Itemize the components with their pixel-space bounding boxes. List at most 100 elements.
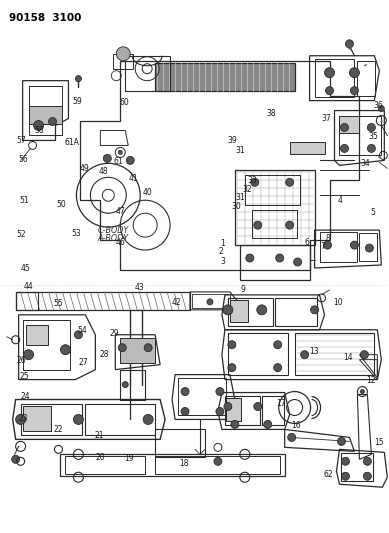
Bar xyxy=(16,292,38,310)
Bar xyxy=(225,395,260,425)
Circle shape xyxy=(363,457,371,465)
Text: 8: 8 xyxy=(326,234,331,243)
Text: 61: 61 xyxy=(113,157,123,166)
Circle shape xyxy=(286,221,294,229)
Circle shape xyxy=(367,124,375,132)
Text: 25: 25 xyxy=(19,373,29,382)
Circle shape xyxy=(231,421,239,429)
Text: 16: 16 xyxy=(291,421,301,430)
Circle shape xyxy=(324,241,331,249)
Circle shape xyxy=(276,254,284,262)
Text: 45: 45 xyxy=(21,264,31,272)
Circle shape xyxy=(345,40,354,48)
Circle shape xyxy=(228,341,236,349)
Text: 56: 56 xyxy=(18,155,28,164)
Bar xyxy=(359,233,377,261)
Bar xyxy=(113,54,133,69)
Circle shape xyxy=(224,402,232,410)
Bar xyxy=(342,454,373,481)
Bar xyxy=(21,403,82,435)
Text: 6: 6 xyxy=(305,238,309,247)
Text: 44: 44 xyxy=(24,282,34,291)
Text: 12: 12 xyxy=(366,376,376,385)
Text: 50: 50 xyxy=(56,200,66,209)
Circle shape xyxy=(360,390,364,393)
Circle shape xyxy=(207,299,213,305)
Bar xyxy=(23,320,70,369)
Bar xyxy=(192,294,230,308)
Text: 47: 47 xyxy=(115,207,125,216)
Circle shape xyxy=(126,156,134,164)
Circle shape xyxy=(294,258,301,266)
Bar xyxy=(16,292,190,310)
Bar xyxy=(26,325,47,345)
Circle shape xyxy=(365,244,373,252)
Text: 53: 53 xyxy=(72,229,81,238)
Text: 18: 18 xyxy=(179,458,188,467)
Circle shape xyxy=(342,457,349,465)
Bar xyxy=(226,398,241,422)
Circle shape xyxy=(143,415,153,424)
Text: 20: 20 xyxy=(96,453,105,462)
Circle shape xyxy=(214,457,222,465)
Circle shape xyxy=(75,76,81,82)
Circle shape xyxy=(74,415,83,424)
Text: 55: 55 xyxy=(53,299,63,308)
Circle shape xyxy=(60,345,70,354)
Bar xyxy=(315,59,354,96)
Bar xyxy=(155,430,205,457)
Text: 27: 27 xyxy=(79,358,88,367)
Text: 58: 58 xyxy=(34,126,44,135)
Bar xyxy=(125,56,170,91)
Circle shape xyxy=(326,87,333,95)
Text: 32: 32 xyxy=(243,185,252,194)
Text: 1: 1 xyxy=(220,239,225,248)
Text: 14: 14 xyxy=(343,353,352,362)
Circle shape xyxy=(349,68,359,78)
Text: 49: 49 xyxy=(79,164,89,173)
Text: 31: 31 xyxy=(235,146,245,155)
Text: 17: 17 xyxy=(276,399,286,408)
Circle shape xyxy=(118,150,122,155)
Text: 7: 7 xyxy=(320,242,325,251)
Circle shape xyxy=(74,331,82,339)
Circle shape xyxy=(286,179,294,187)
Text: 5: 5 xyxy=(370,208,375,217)
Circle shape xyxy=(181,387,189,395)
Text: 19: 19 xyxy=(124,454,133,463)
Circle shape xyxy=(116,47,130,61)
Circle shape xyxy=(274,341,282,349)
Text: 41: 41 xyxy=(129,174,138,183)
Text: 48: 48 xyxy=(98,167,108,176)
Circle shape xyxy=(274,364,282,372)
Text: A-BODY: A-BODY xyxy=(98,235,129,244)
Circle shape xyxy=(144,344,152,352)
Text: 54: 54 xyxy=(77,326,87,335)
Text: 36: 36 xyxy=(374,101,384,110)
Circle shape xyxy=(24,350,33,360)
Circle shape xyxy=(264,421,272,429)
Bar xyxy=(294,333,374,375)
Text: 57: 57 xyxy=(16,136,26,145)
Bar xyxy=(357,61,375,95)
Text: 28: 28 xyxy=(100,350,109,359)
Text: 59: 59 xyxy=(73,97,82,106)
Text: 61A: 61A xyxy=(65,138,80,147)
Circle shape xyxy=(360,351,368,359)
Circle shape xyxy=(324,68,335,78)
Bar xyxy=(120,338,155,362)
Bar xyxy=(235,171,315,245)
Bar xyxy=(65,456,145,474)
Circle shape xyxy=(350,241,358,249)
Text: 3: 3 xyxy=(221,257,226,265)
Text: 4: 4 xyxy=(337,196,342,205)
Circle shape xyxy=(223,305,233,315)
Text: C-BODY: C-BODY xyxy=(98,226,129,235)
Bar xyxy=(252,210,297,238)
Circle shape xyxy=(301,351,308,359)
Text: 40: 40 xyxy=(142,188,152,197)
Text: 46: 46 xyxy=(115,238,125,247)
Bar xyxy=(290,142,324,155)
Text: 35: 35 xyxy=(368,132,378,141)
Circle shape xyxy=(378,106,384,111)
